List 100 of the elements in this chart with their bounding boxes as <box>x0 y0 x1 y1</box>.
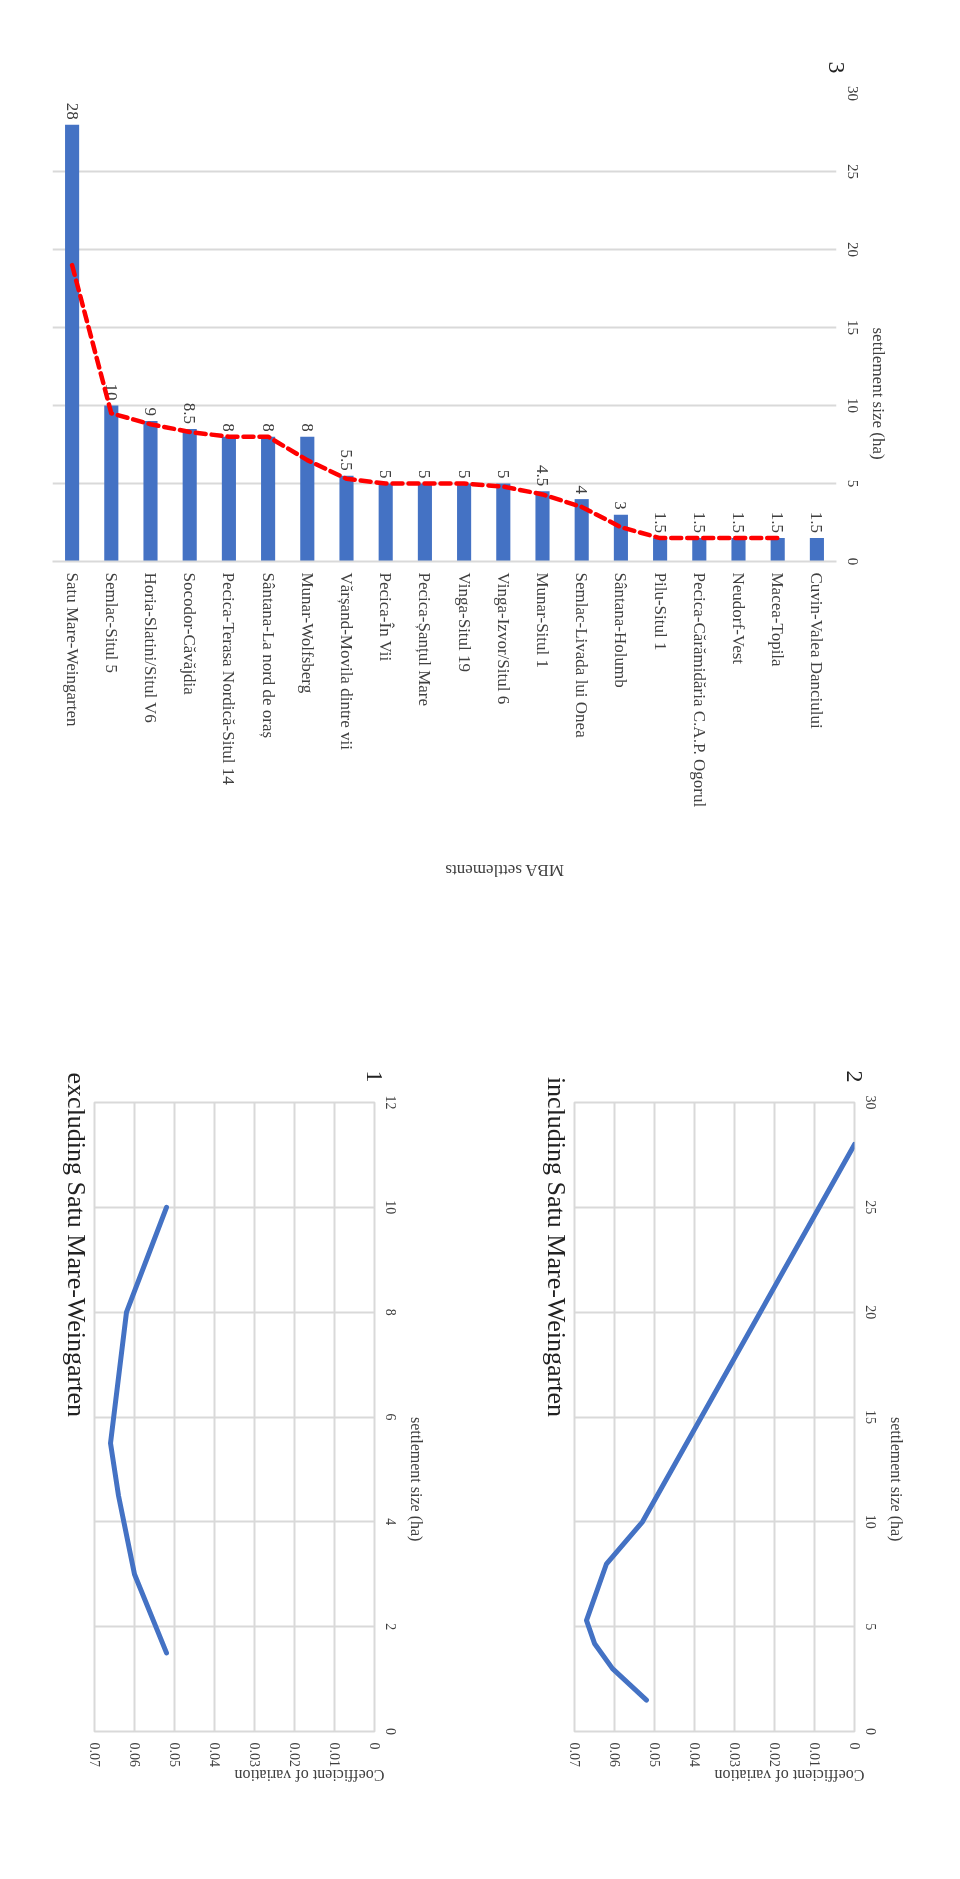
y-tick-label: 8 <box>382 1308 398 1316</box>
x-tick-label: 0.02 <box>766 1742 782 1767</box>
y-axis-title: settlement size (ha) <box>407 1417 425 1542</box>
data-label: 5 <box>493 470 513 479</box>
bar <box>261 436 276 562</box>
x-tick-label: 0.06 <box>606 1742 622 1767</box>
bar <box>574 499 589 562</box>
data-label: 1.5 <box>768 511 788 534</box>
x-tick-label: 0.02 <box>286 1742 302 1767</box>
x-tick-label: Pecica-Cărămidăria C.A.P. Ogorul <box>689 572 709 808</box>
x-tick-label: Sântana-La nord de oraș <box>258 572 278 739</box>
x-tick-label: 0.04 <box>686 1742 702 1767</box>
y-tick-label: 4 <box>382 1518 398 1526</box>
bar <box>300 436 315 562</box>
bar <box>770 538 785 562</box>
x-tick-label: Vărșand-Movila dintre vii <box>337 572 356 751</box>
x-tick-label: 0.05 <box>166 1742 182 1767</box>
data-label: 1.5 <box>807 511 827 534</box>
x-tick-label: Cuvin-Valea Danciului <box>807 572 827 730</box>
x-tick-label: Sântana-Holumb <box>611 572 631 688</box>
y-tick-label: 6 <box>382 1413 398 1421</box>
x-tick-label: Semlac-Situl 5 <box>101 572 121 674</box>
x-tick-label: Semlac-Livada lui Onea <box>572 572 592 739</box>
y-axis-title: settlement size (ha) <box>887 1417 905 1542</box>
x-tick-label: Munar-Wolfsberg <box>297 572 317 694</box>
x-tick-label: Pecica-Terasa Nordică-Situl 14 <box>219 572 239 786</box>
data-label: 8 <box>258 423 278 432</box>
bar <box>535 491 550 562</box>
x-tick-label: 0.03 <box>726 1742 742 1767</box>
y-tick-label: 30 <box>862 1095 878 1110</box>
bar <box>143 421 158 562</box>
data-label: 3 <box>611 501 631 510</box>
y-tick-label: 0 <box>382 1728 398 1735</box>
bar <box>339 475 354 562</box>
y-tick-label: 0 <box>862 1728 878 1735</box>
x-tick-label: 0.07 <box>86 1742 102 1767</box>
x-tick-label: 0.05 <box>646 1742 662 1767</box>
x-tick-label: Pecica-Șanțul Mare <box>415 572 435 707</box>
y-tick-label: 20 <box>844 242 861 257</box>
x-tick-label: 0.01 <box>326 1742 342 1767</box>
y-tick-label: 25 <box>844 164 861 179</box>
y-tick-label: 0 <box>844 557 861 566</box>
bar <box>809 538 824 562</box>
x-tick-label: 0.03 <box>246 1742 262 1767</box>
data-label: 4.5 <box>533 465 552 487</box>
data-label: 5 <box>454 470 474 479</box>
y-tick-label: 5 <box>844 479 861 488</box>
y-tick-label: 10 <box>862 1514 878 1529</box>
text: including Satu Mare-Weingarten <box>542 1076 571 1418</box>
text: 1 <box>362 1070 388 1083</box>
x-tick-label: Socodor-Căvăjdia <box>180 572 200 696</box>
x-tick-label: Munar-Situl 1 <box>533 572 552 669</box>
bar <box>378 483 393 562</box>
data-label: 4 <box>572 485 592 495</box>
x-tick-label: 0.06 <box>126 1742 142 1767</box>
y-tick-label: 25 <box>862 1200 878 1215</box>
x-tick-label: Satu Mare-Weingarten <box>62 572 82 727</box>
bar <box>221 436 236 562</box>
data-label: 8.5 <box>180 402 200 424</box>
y-tick-label: 12 <box>382 1095 398 1110</box>
x-tick-label: Horia-Slatini/Situl V6 <box>141 572 160 723</box>
x-tick-label: Neudorf-Vest <box>729 572 748 665</box>
data-label: 1.5 <box>689 511 709 534</box>
y-axis-title: settlement size (ha) <box>869 327 888 460</box>
x-tick-label: Macea-Topila <box>768 572 788 668</box>
x-tick-label: Pilu-Situl 1 <box>650 572 670 651</box>
x-tick-label: 0.04 <box>206 1742 222 1767</box>
bar <box>182 428 197 562</box>
bar <box>731 538 746 562</box>
x-tick-label: Pecica-În Vii <box>376 572 396 662</box>
bar <box>496 483 511 562</box>
data-label: 1.5 <box>729 511 748 534</box>
x-tick-label: 0.07 <box>566 1742 582 1767</box>
y-tick-label: 10 <box>844 398 861 413</box>
y-tick-label: 30 <box>844 86 861 101</box>
y-tick-label: 20 <box>862 1305 878 1320</box>
y-tick-label: 2 <box>382 1623 398 1631</box>
data-label: 8 <box>219 423 239 432</box>
bar <box>104 405 119 562</box>
x-tick-label: 0.01 <box>806 1742 822 1767</box>
y-tick-label: 10 <box>382 1200 398 1215</box>
data-label: 8 <box>297 423 317 432</box>
bar <box>457 483 472 562</box>
x-tick-label: Vinga-Izvor/Situl 6 <box>493 572 513 705</box>
data-label: 9 <box>141 407 160 417</box>
x-axis-title: MBA settlements <box>445 860 564 880</box>
x-tick-label: Vinga-Situl 19 <box>454 572 474 673</box>
data-label: 28 <box>62 102 82 120</box>
x-axis-title: Coefficient of variation <box>714 1766 865 1784</box>
text: 3 <box>824 61 850 74</box>
bar <box>65 124 80 562</box>
text: excluding Satu Mare-Weingarten <box>62 1072 91 1417</box>
y-tick-label: 15 <box>844 320 861 335</box>
data-label: 1.5 <box>650 511 670 534</box>
x-tick-label: 0 <box>366 1742 382 1750</box>
data-label: 5 <box>415 470 435 479</box>
bar <box>692 538 707 562</box>
bar <box>417 483 432 562</box>
x-axis-title: Coefficient of variation <box>234 1766 385 1784</box>
bar <box>653 538 668 562</box>
